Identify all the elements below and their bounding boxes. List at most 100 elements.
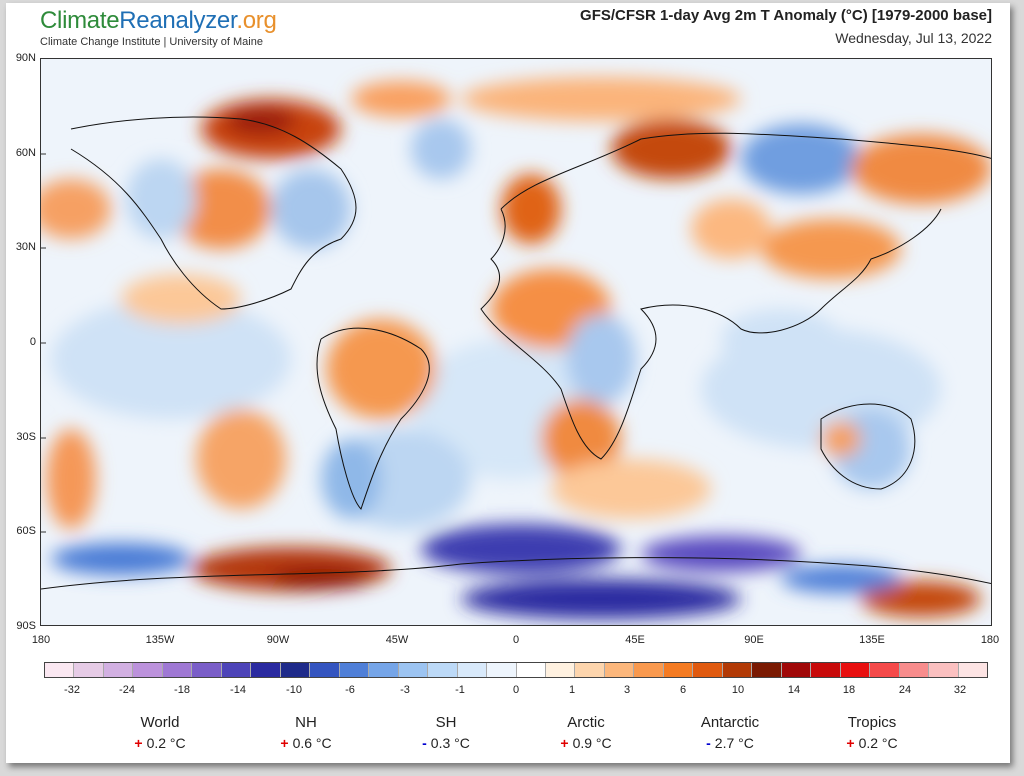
colorbar-swatch	[693, 663, 723, 677]
colorbar-label: 1	[568, 684, 576, 696]
map-canvas	[41, 59, 991, 625]
stat-name: Arctic	[567, 714, 605, 731]
coastlines	[41, 116, 991, 590]
brand-part-reanalyzer: Reanalyzer	[119, 7, 237, 34]
lon-tick-135e: 135E	[859, 634, 885, 646]
colorbar-label: -1	[455, 684, 465, 696]
colorbar-swatch	[840, 663, 871, 677]
colorbar-swatch	[457, 663, 488, 677]
lat-tick-60n: 60N	[15, 147, 36, 159]
colorbar-swatch	[74, 663, 104, 677]
colorbar-label: 6	[679, 684, 687, 696]
colorbar-swatch	[604, 663, 635, 677]
colorbar-label: -10	[286, 684, 302, 696]
colorbar-label: -14	[230, 684, 246, 696]
brand-part-climate: Climate	[40, 7, 120, 34]
lat-tick-0: 0	[29, 336, 36, 348]
stat-sign: -	[422, 735, 427, 751]
lon-tick-180w: 180	[31, 634, 51, 646]
colorbar-swatch	[634, 663, 664, 677]
colorbar-label: 14	[787, 684, 801, 696]
stat-name: World	[140, 714, 180, 731]
stat-arctic: Arctic +0.9 °C	[526, 714, 646, 751]
lon-tick-90w: 90W	[266, 634, 290, 646]
colorbar-swatch	[45, 663, 75, 677]
colorbar-swatch	[516, 663, 546, 677]
colorbar-swatch	[221, 663, 252, 677]
stat-value: 0.3 °C	[430, 735, 470, 751]
colorbar-label: -6	[345, 684, 355, 696]
colorbar-swatch	[339, 663, 370, 677]
brand-subtitle: Climate Change Institute | University of…	[40, 36, 263, 48]
lon-tick-0: 0	[512, 634, 520, 646]
colorbar-label: -24	[119, 684, 135, 696]
colorbar-swatch	[428, 663, 458, 677]
stat-sign: -	[706, 735, 711, 751]
colorbar-label: 24	[898, 684, 912, 696]
brand: ClimateReanalyzer.org Climate Change Ins…	[40, 8, 277, 49]
colorbar-label: 10	[731, 684, 745, 696]
stat-sign: +	[560, 735, 569, 751]
anomaly-map	[40, 58, 992, 626]
colorbar-swatch	[251, 663, 281, 677]
stat-name: Antarctic	[700, 714, 760, 731]
brand-part-org: .org	[236, 7, 277, 34]
lon-tick-135w: 135W	[145, 634, 175, 646]
lat-tick-30n: 30N	[15, 241, 36, 253]
colorbar-label: -3	[400, 684, 410, 696]
colorbar-swatch	[929, 663, 959, 677]
lat-tick-60s: 60S	[16, 525, 36, 537]
map-date: Wednesday, Jul 13, 2022	[835, 30, 992, 46]
stat-value: 0.2 °C	[858, 735, 898, 751]
colorbar-swatch	[280, 663, 311, 677]
colorbar-label: -32	[64, 684, 80, 696]
lat-tick-30s: 30S	[16, 431, 36, 443]
lat-tick-90s: 90S	[16, 620, 36, 632]
colorbar-swatch	[958, 663, 987, 677]
colorbar-swatch	[575, 663, 605, 677]
stat-value: 0.9 °C	[572, 735, 612, 751]
lat-tick-90n: 90N	[15, 52, 36, 64]
colorbar-label: 18	[842, 684, 856, 696]
colorbar-swatch	[870, 663, 900, 677]
lon-tick-45e: 45E	[625, 634, 645, 646]
lon-tick-45w: 45W	[385, 634, 409, 646]
stat-value: 0.6 °C	[292, 735, 332, 751]
stat-tropics: Tropics +0.2 °C	[812, 714, 932, 751]
stat-sh: SH -0.3 °C	[386, 714, 506, 751]
colorbar-swatch	[811, 663, 841, 677]
stat-value: 2.7 °C	[714, 735, 754, 751]
colorbar	[44, 662, 988, 678]
stat-name: NH	[295, 714, 317, 731]
colorbar-swatch	[752, 663, 782, 677]
stat-sign: +	[280, 735, 289, 751]
colorbar-label: 0	[512, 684, 520, 696]
colorbar-swatch	[192, 663, 222, 677]
colorbar-swatch	[545, 663, 576, 677]
colorbar-swatch	[310, 663, 340, 677]
stat-name: Tropics	[847, 714, 897, 731]
colorbar-swatch	[162, 663, 193, 677]
colorbar-label: -18	[174, 684, 190, 696]
brand-logo[interactable]: ClimateReanalyzer.org	[40, 8, 277, 34]
colorbar-swatch	[103, 663, 134, 677]
map-title: GFS/CFSR 1-day Avg 2m T Anomaly (°C) [19…	[580, 7, 992, 24]
colorbar-swatch	[133, 663, 163, 677]
colorbar-swatch	[722, 663, 753, 677]
stat-value: 0.2 °C	[146, 735, 186, 751]
stat-nh: NH +0.6 °C	[246, 714, 366, 751]
colorbar-swatch	[781, 663, 812, 677]
lon-tick-90e: 90E	[744, 634, 764, 646]
colorbar-swatch	[663, 663, 694, 677]
stat-world: World +0.2 °C	[100, 714, 220, 751]
colorbar-swatch	[487, 663, 517, 677]
colorbar-label: 3	[623, 684, 631, 696]
stat-sign: +	[846, 735, 855, 751]
colorbar-swatch	[398, 663, 429, 677]
colorbar-swatch	[899, 663, 930, 677]
stat-antarctic: Antarctic -2.7 °C	[670, 714, 790, 751]
stat-sign: +	[134, 735, 143, 751]
colorbar-swatch	[369, 663, 399, 677]
axis-ticks	[41, 153, 46, 533]
lon-tick-180e: 180	[980, 634, 1000, 646]
